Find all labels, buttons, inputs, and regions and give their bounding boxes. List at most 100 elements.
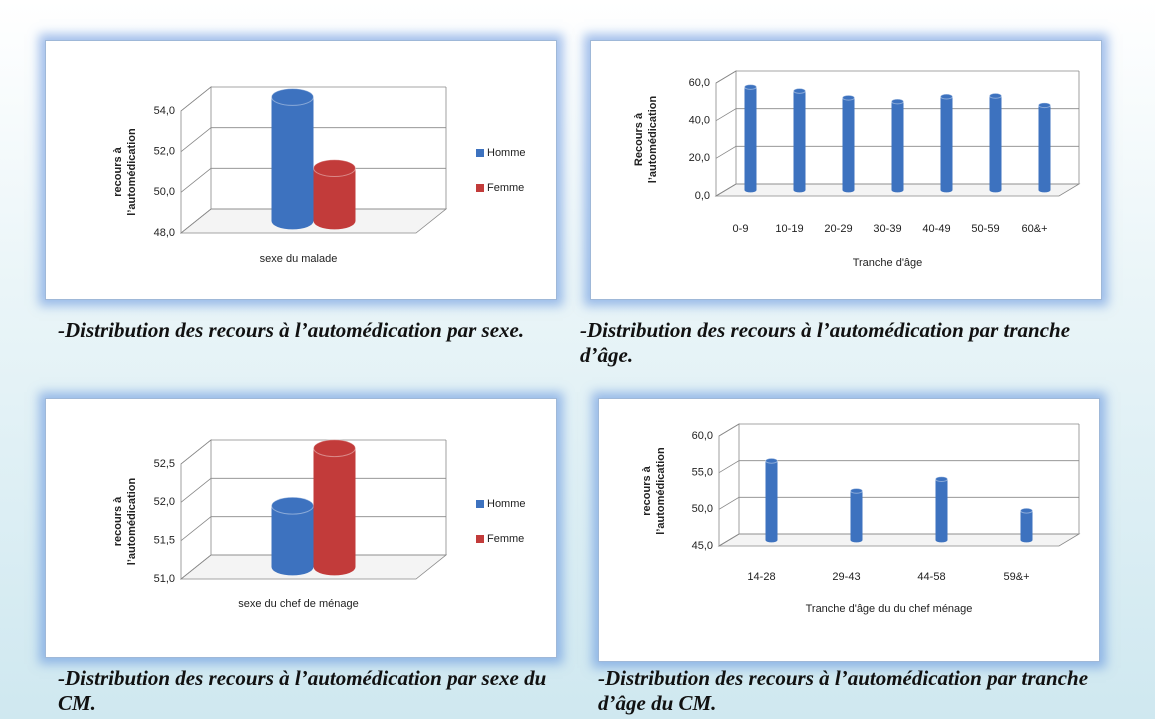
- bar: [1020, 510, 1033, 540]
- bar-top: [940, 93, 953, 100]
- chart: 48,0 50,0 52,0 54,0 recours à l’automédicatio…: [112, 86, 526, 265]
- chart-box: 48,0 50,0 52,0 54,0 recours à l’automédicatio…: [45, 40, 557, 300]
- legend-label: Femme: [487, 182, 524, 194]
- caption: -Distribution des recours à l’automédica…: [58, 318, 525, 342]
- bar-top: [850, 487, 863, 494]
- x-tick-label: 14-28: [747, 571, 775, 583]
- bar-top: [271, 88, 314, 106]
- y-tick-label: 51,5: [154, 535, 175, 547]
- legend-swatch: [476, 149, 484, 157]
- chart-box: 45,0 50,0 55,0 60,0 recours à l’automédicatio…: [598, 398, 1100, 662]
- x-tick-label: 44-58: [917, 571, 945, 583]
- grid-line: [180, 477, 446, 503]
- chart-box: 0,0 20,0 40,0 60,0 Recours à l’automédication…: [590, 40, 1102, 300]
- grid-line: [715, 145, 1079, 159]
- legend-swatch: [476, 500, 484, 508]
- bar: [935, 479, 948, 540]
- grid-line: [180, 516, 446, 541]
- side-wall: [180, 86, 212, 234]
- bar-top: [765, 457, 778, 464]
- y-tick-label: 50,0: [692, 503, 713, 515]
- legend-label: Homme: [487, 498, 526, 510]
- side-wall: [718, 423, 740, 547]
- bar-top: [313, 159, 356, 178]
- bar: [989, 95, 1002, 190]
- legend-swatch: [476, 184, 484, 192]
- y-tick-label: 51,0: [154, 573, 175, 585]
- bar: [271, 505, 314, 567]
- y-axis-label-line: l’automédication: [126, 478, 138, 566]
- x-tick-label: 0-9: [733, 223, 749, 235]
- grid-line: [180, 127, 446, 152]
- y-axis-label-line: l’automédication: [647, 96, 659, 184]
- chart: 51,0 51,5 52,0 52,5 recours à l’automédicatio…: [112, 439, 526, 610]
- y-axis-label: recours à l’automédication: [112, 478, 138, 566]
- bar-top: [744, 84, 757, 90]
- grid-line: [180, 208, 446, 234]
- grid-line: [718, 496, 1079, 510]
- bar: [313, 448, 356, 567]
- x-axis-label: Tranche d'âge du du chef ménage: [806, 603, 973, 615]
- y-tick-label: 55,0: [692, 467, 713, 479]
- y-tick-label: 54,0: [154, 105, 175, 117]
- bar: [765, 460, 778, 540]
- chart-box: 51,0 51,5 52,0 52,5 recours à l’automédicatio…: [45, 398, 557, 658]
- bar-top: [271, 496, 314, 515]
- y-axis-label-line: l’automédication: [126, 128, 138, 216]
- y-tick-label: 60,0: [689, 77, 710, 89]
- y-tick-label: 52,0: [154, 496, 175, 508]
- side-wall: [715, 70, 737, 197]
- y-tick-label: 60,0: [692, 430, 713, 442]
- grid-line: [180, 167, 446, 193]
- bar-top: [935, 476, 948, 483]
- bar: [842, 97, 855, 190]
- x-tick-label: 30-39: [873, 223, 901, 235]
- y-axis-label-line: recours à: [641, 465, 653, 515]
- grid-line: [715, 70, 1079, 84]
- y-tick-label: 52,5: [154, 458, 175, 470]
- grid-line: [180, 439, 446, 465]
- y-tick-label: 50,0: [154, 186, 175, 198]
- bar: [1038, 105, 1051, 190]
- y-tick-label: 0,0: [695, 190, 710, 202]
- grid-line: [715, 108, 1079, 122]
- bar: [850, 490, 863, 540]
- grid-line: [718, 460, 1079, 474]
- y-tick-label: 48,0: [154, 227, 175, 239]
- y-axis-label: recours à l’automédication: [112, 128, 138, 216]
- grid-line: [718, 423, 1079, 437]
- x-tick-label: 29-43: [832, 571, 860, 583]
- x-tick-label: 60&+: [1022, 223, 1048, 235]
- bar: [271, 96, 314, 221]
- bar-top: [989, 92, 1002, 99]
- y-axis-label-line: Recours à: [633, 112, 645, 166]
- legend-label: Femme: [487, 533, 524, 545]
- bar-top: [1020, 507, 1033, 514]
- bar-top: [891, 98, 904, 105]
- caption: -Distribution des recours à l’automédica…: [58, 666, 547, 715]
- caption: -Distribution des recours à l’automédica…: [580, 318, 1071, 367]
- y-tick-label: 52,0: [154, 146, 175, 158]
- bar: [891, 101, 904, 190]
- bar-top: [842, 94, 855, 101]
- x-tick-label: 40-49: [922, 223, 950, 235]
- grid-line: [715, 183, 1079, 197]
- caption: -Distribution des recours à l’automédica…: [598, 666, 1089, 715]
- bar: [744, 86, 757, 190]
- y-tick-label: 20,0: [689, 152, 710, 164]
- y-axis-label-line: recours à: [112, 146, 124, 196]
- y-tick-label: 45,0: [692, 540, 713, 552]
- bar: [793, 90, 806, 190]
- x-tick-label: 59&+: [1004, 571, 1030, 583]
- x-tick-label: 20-29: [824, 223, 852, 235]
- x-axis-label: Tranche d'âge: [853, 257, 923, 269]
- grid-line: [180, 554, 446, 580]
- x-tick-label: 10-19: [775, 223, 803, 235]
- legend-swatch: [476, 535, 484, 543]
- bar: [313, 168, 356, 221]
- grid-line: [180, 86, 446, 112]
- bar: [940, 96, 953, 190]
- y-axis-label-line: l’automédication: [655, 447, 667, 535]
- chart: 45,0 50,0 55,0 60,0 recours à l’automédicatio…: [641, 423, 1081, 615]
